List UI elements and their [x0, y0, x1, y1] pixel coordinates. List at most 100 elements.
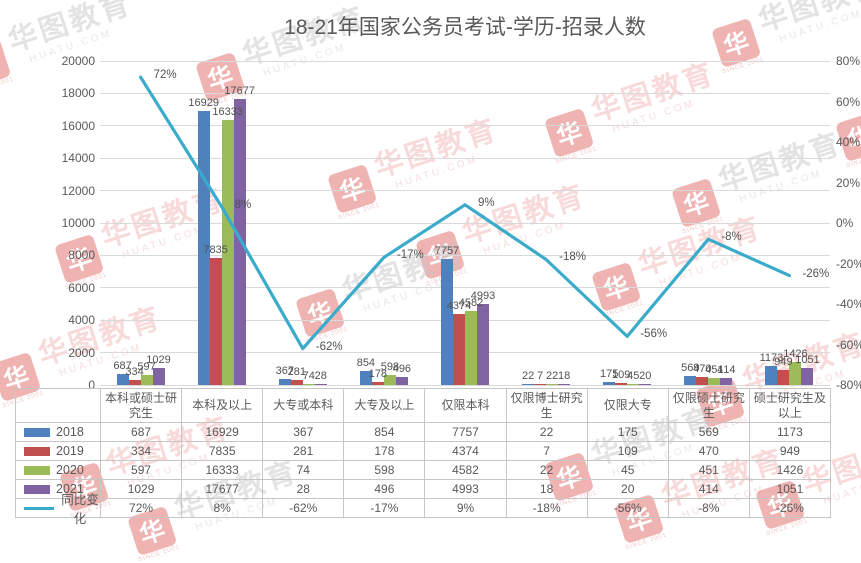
right-axis-tick: 0% — [836, 216, 854, 230]
table-cell: -62% — [263, 499, 345, 518]
legend-swatch — [24, 465, 50, 475]
legend-key-2018: 2018 — [16, 423, 101, 442]
bar-value-label: 22 — [521, 370, 535, 383]
left-axis-tick: 12000 — [61, 183, 95, 198]
table-cell: 1051 — [749, 480, 831, 499]
bar-2021 — [233, 98, 246, 385]
bar-2019 — [128, 379, 141, 385]
bar-2020 — [465, 310, 477, 385]
bar-2019 — [209, 258, 222, 385]
logo-caption: SINCE 2001 — [624, 532, 668, 552]
table-cell: 4993 — [425, 480, 507, 499]
table-cell: 334 — [101, 442, 183, 461]
category-header: 大专或本科 — [263, 389, 345, 423]
table-cell: 597 — [101, 461, 183, 480]
bar-2021 — [314, 384, 327, 385]
table-cell: 9% — [425, 499, 507, 518]
line-value-label: -56% — [640, 328, 668, 341]
bar-value-label: 109 — [612, 369, 631, 382]
legend-swatch — [24, 446, 50, 456]
gridline — [100, 384, 830, 386]
table-cell: -26% — [749, 499, 831, 518]
bar-value-label: 1051 — [795, 353, 820, 366]
line-value-label: -18% — [559, 251, 586, 264]
table-cell: 687 — [101, 423, 183, 442]
bar-value-label: 451 — [705, 363, 724, 376]
bar-2021 — [801, 367, 814, 385]
yoy-change-polyline — [139, 75, 792, 351]
bar-2021 — [639, 384, 652, 385]
legend-label: 同比变化 — [61, 493, 99, 526]
bar-value-label: 20 — [639, 370, 652, 383]
table-cell: 496 — [344, 480, 426, 499]
table-cell: 20 — [587, 480, 669, 499]
table-cell: 949 — [749, 442, 831, 461]
legend-swatch — [24, 427, 50, 437]
data-table: 本科或硕士研究生 本科及以上 大专或本科 大专及以上 仅限本科 仅限博士研究生 仅限大专 仅限… — [15, 388, 831, 526]
gridline — [100, 92, 830, 94]
yoy-change-line — [139, 75, 792, 351]
category-header: 大专及以上 — [344, 389, 426, 423]
line-value-label: 9% — [478, 196, 495, 209]
category-header: 仅限大专 — [587, 389, 669, 423]
table-cell: 854 — [344, 423, 426, 442]
left-axis-tick: 0 — [88, 378, 95, 392]
bar-value-label: 598 — [380, 361, 400, 374]
bar-2019 — [534, 384, 547, 385]
category-header: 本科或硕士研究生 — [101, 389, 183, 423]
right-axis-tick: 60% — [836, 94, 861, 109]
legend-key-2019: 2019 — [16, 442, 101, 461]
bar-value-label: 16333 — [212, 106, 243, 119]
table-corner-cell — [16, 389, 101, 423]
bar-value-label: 45 — [627, 370, 640, 383]
bar-2019 — [777, 369, 790, 385]
bar-value-label: 854 — [356, 357, 376, 370]
table-cell: 8% — [182, 499, 264, 518]
table-cell: 7835 — [182, 442, 264, 461]
bar-value-label: 178 — [368, 368, 388, 381]
table-cell: 109 — [587, 442, 669, 461]
bar-value-label: 597 — [137, 361, 156, 374]
table-cell: -17% — [344, 499, 426, 518]
bar-value-label: 22 — [545, 370, 559, 383]
bar-2019 — [290, 380, 303, 385]
table-cell: 22 — [506, 461, 588, 480]
legend-label: 2020 — [56, 463, 84, 477]
line-value-label: 72% — [153, 69, 177, 82]
table-cell: -56% — [587, 499, 669, 518]
table-cell: 1426 — [749, 461, 831, 480]
bar-value-label: 7835 — [203, 244, 228, 257]
bar-value-label: 175 — [600, 368, 619, 381]
chart-title: 18-21年国家公务员考试-学历-招录人数 — [284, 16, 646, 39]
bar-value-label: 7 — [537, 370, 544, 383]
left-axis-tick: 4000 — [68, 313, 95, 328]
category-header: 仅限硕士研究生 — [668, 389, 750, 423]
bar-2020 — [140, 375, 153, 385]
table-cell: 414 — [668, 480, 750, 499]
legend-key-同比变化: 同比变化 — [16, 493, 101, 526]
bar-2021 — [477, 304, 489, 385]
table-cell: 4374 — [425, 442, 507, 461]
logo-caption: SINCE 2001 — [765, 518, 809, 538]
table-cell: 451 — [668, 461, 750, 480]
bar-2020 — [789, 361, 802, 385]
table-cell: 22 — [506, 423, 588, 442]
right-axis-tick: -80% — [836, 378, 861, 392]
table-cell: 45 — [587, 461, 669, 480]
bar-value-label: 28 — [314, 370, 327, 383]
bar-2018 — [522, 384, 535, 385]
bar-value-label: 496 — [392, 362, 412, 375]
gridline — [100, 60, 830, 62]
bar-2018 — [278, 379, 291, 385]
right-axis-tick: -60% — [836, 337, 861, 352]
bar-2018 — [116, 373, 129, 385]
bar-2018 — [197, 110, 210, 385]
bar-value-label: 1426 — [783, 347, 808, 360]
table-cell: 1173 — [749, 423, 831, 442]
table-cell: 74 — [263, 461, 345, 480]
line-value-label: -8% — [721, 231, 742, 244]
table-cell: 281 — [263, 442, 345, 461]
bar-2020 — [383, 375, 396, 385]
bar-value-label: 367 — [275, 365, 294, 378]
line-value-label: -62% — [315, 340, 343, 353]
